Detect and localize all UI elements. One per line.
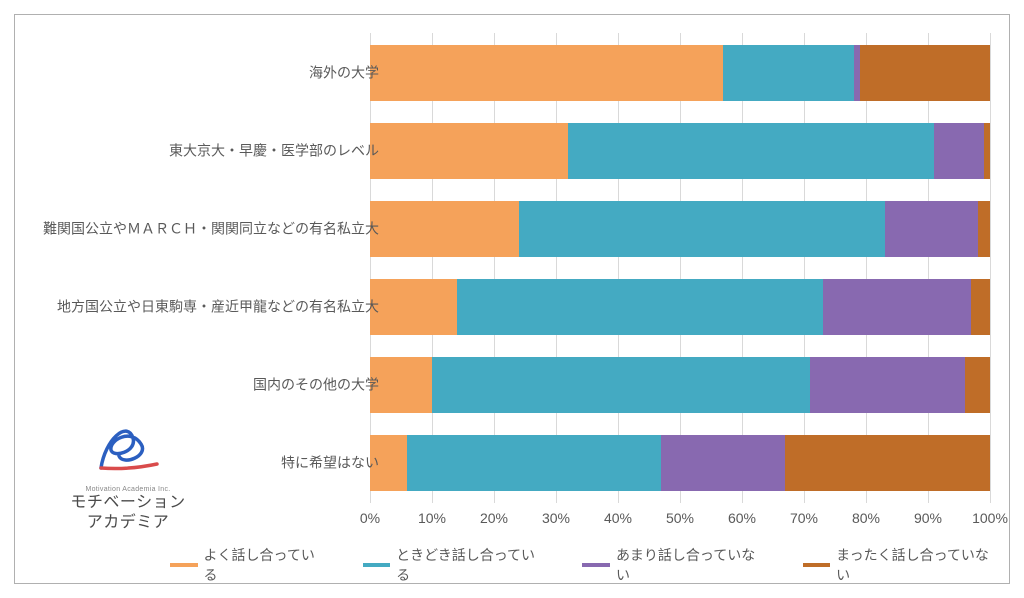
x-tick-label: 80% <box>852 510 880 526</box>
bar-segment <box>885 201 978 257</box>
bar-segment <box>407 435 661 491</box>
category-label: 地方国公立や日東駒専・産近甲龍などの有名私立大 <box>29 299 379 316</box>
gridline <box>680 33 681 503</box>
category-label: 国内のその他の大学 <box>29 377 379 394</box>
bar-segment <box>785 435 990 491</box>
chart-frame: よく話し合っている ときどき話し合っている あまり話し合っていない まったく話し合って… <box>14 14 1010 584</box>
gridline <box>928 33 929 503</box>
gridline <box>804 33 805 503</box>
bar-segment <box>860 45 990 101</box>
gridline <box>742 33 743 503</box>
legend-label: あまり話し合っていない <box>616 545 767 585</box>
gridline <box>990 33 991 503</box>
bar-segment <box>432 357 810 413</box>
bar-row <box>370 201 990 257</box>
legend: よく話し合っている ときどき話し合っている あまり話し合っていない まったく話し合って… <box>170 545 1000 585</box>
bar-segment <box>370 357 432 413</box>
x-tick-label: 0% <box>360 510 380 526</box>
legend-item: まったく話し合っていない <box>803 545 1000 585</box>
bar-segment <box>965 357 990 413</box>
gridline <box>866 33 867 503</box>
bar-segment <box>370 201 519 257</box>
category-label: 難関国公立やＭＡＲＣＨ・関関同立などの有名私立大 <box>29 221 379 238</box>
gridline <box>618 33 619 503</box>
bar-segment <box>370 45 723 101</box>
x-tick-label: 20% <box>480 510 508 526</box>
bar-segment <box>457 279 823 335</box>
x-tick-label: 10% <box>418 510 446 526</box>
category-label: 特に希望はない <box>29 455 379 472</box>
bar-row <box>370 45 990 101</box>
bar-segment <box>823 279 972 335</box>
bar-segment <box>370 123 568 179</box>
bar-row <box>370 279 990 335</box>
legend-item: あまり話し合っていない <box>582 545 766 585</box>
bar-segment <box>810 357 965 413</box>
legend-label: ときどき話し合っている <box>396 545 546 585</box>
bar-segment <box>661 435 785 491</box>
bar-segment <box>978 201 990 257</box>
bar-row <box>370 357 990 413</box>
gridline <box>370 33 371 503</box>
brand-line2: アカデミア <box>53 513 203 533</box>
x-tick-label: 70% <box>790 510 818 526</box>
bar-segment <box>971 279 990 335</box>
bar-segment <box>934 123 984 179</box>
legend-item: ときどき話し合っている <box>363 545 547 585</box>
bar-segment <box>519 201 885 257</box>
plot-area <box>370 33 990 503</box>
x-tick-label: 60% <box>728 510 756 526</box>
bar-segment <box>984 123 990 179</box>
legend-swatch-icon <box>803 563 831 567</box>
gridline <box>432 33 433 503</box>
gridline <box>494 33 495 503</box>
bar-segment <box>568 123 934 179</box>
legend-item: よく話し合っている <box>170 545 327 585</box>
bar-row <box>370 123 990 179</box>
category-label: 東大京大・早慶・医学部のレベル <box>29 143 379 160</box>
x-tick-label: 50% <box>666 510 694 526</box>
x-tick-label: 100% <box>972 510 1008 526</box>
bar-segment <box>723 45 853 101</box>
legend-swatch-icon <box>363 563 391 567</box>
brand-line1: モチベーション <box>53 493 203 513</box>
brand-logo: Motivation Academia Inc. モチベーション アカデミア <box>53 410 203 533</box>
x-tick-label: 40% <box>604 510 632 526</box>
legend-label: まったく話し合っていない <box>836 545 1000 585</box>
bar-row <box>370 435 990 491</box>
legend-swatch-icon <box>582 563 610 567</box>
legend-label: よく話し合っている <box>204 545 327 585</box>
bar-segment <box>370 279 457 335</box>
legend-swatch-icon <box>170 563 198 567</box>
x-tick-label: 30% <box>542 510 570 526</box>
x-tick-label: 90% <box>914 510 942 526</box>
gridline <box>556 33 557 503</box>
category-label: 海外の大学 <box>29 65 379 82</box>
brand-subtext: Motivation Academia Inc. <box>53 486 203 493</box>
